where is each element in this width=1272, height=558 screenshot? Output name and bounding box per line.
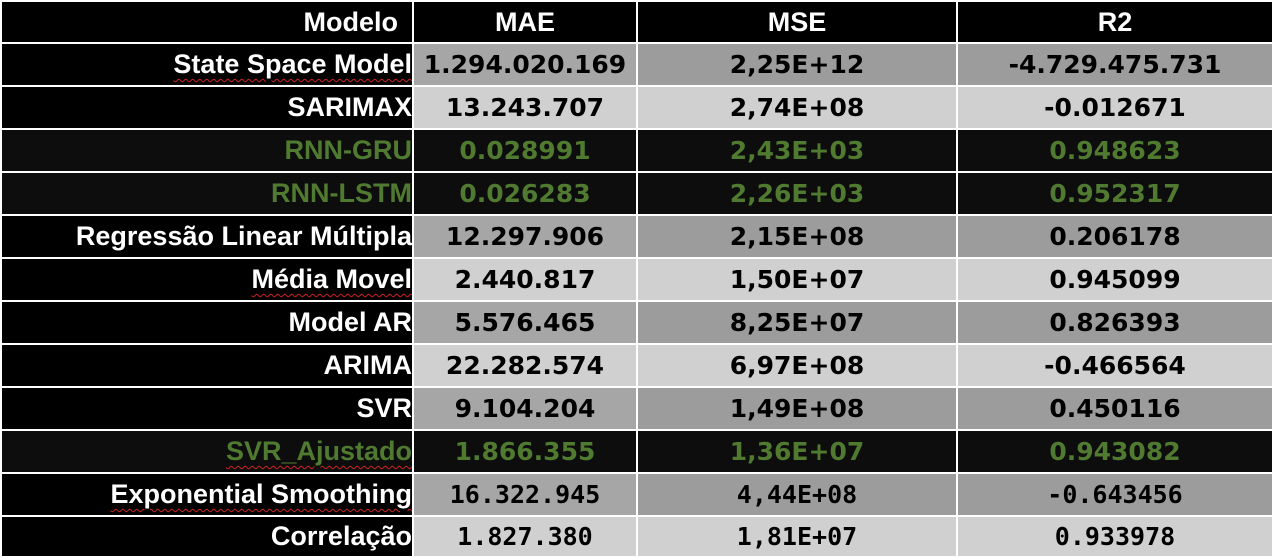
mse-cell: 1,81E+07 — [636, 515, 958, 558]
model-name-text: Média Movel — [251, 264, 412, 294]
header-row: Modelo MAE MSE R2 — [0, 0, 1272, 44]
model-name-text: Exponential Smoothing — [110, 479, 412, 509]
mse-cell: 6,97E+08 — [636, 343, 958, 388]
mse-cell: 1,36E+07 — [636, 429, 958, 474]
model-name: ARIMA — [0, 343, 414, 388]
mse-cell: 8,25E+07 — [636, 300, 958, 345]
r2-cell: 0.826393 — [956, 300, 1272, 345]
model-name: RNN-LSTM — [0, 171, 414, 216]
mae-cell: 1.866.355 — [412, 429, 638, 474]
table-row: Regressão Linear Múltipla 12.297.906 2,1… — [0, 214, 1272, 259]
mae-cell: 0.028991 — [412, 128, 638, 173]
mse-cell: 2,15E+08 — [636, 214, 958, 259]
model-name: SVR — [0, 386, 414, 431]
r2-cell: 0.933978 — [956, 515, 1272, 558]
mse-cell: 1,49E+08 — [636, 386, 958, 431]
mae-cell: 1.294.020.169 — [412, 42, 638, 87]
mae-cell: 1.827.380 — [412, 515, 638, 558]
r2-cell: -0.643456 — [956, 472, 1272, 517]
header-mae: MAE — [412, 0, 638, 44]
r2-cell: 0.945099 — [956, 257, 1272, 302]
r2-cell: 0.943082 — [956, 429, 1272, 474]
model-name: SARIMAX — [0, 85, 414, 130]
table-row-highlight: RNN-GRU 0.028991 2,43E+03 0.948623 — [0, 128, 1272, 173]
mae-cell: 0.026283 — [412, 171, 638, 216]
model-name-text: SVR_Ajustado — [225, 436, 412, 466]
model-name: Model AR — [0, 300, 414, 345]
model-name: State Space Model — [0, 42, 414, 87]
mae-cell: 9.104.204 — [412, 386, 638, 431]
table-row: SVR 9.104.204 1,49E+08 0.450116 — [0, 386, 1272, 431]
model-name-text: State Space Model — [173, 49, 412, 79]
r2-cell: 0.206178 — [956, 214, 1272, 259]
r2-cell: -0.012671 — [956, 85, 1272, 130]
table-row: Exponential Smoothing 16.322.945 4,44E+0… — [0, 472, 1272, 517]
table-row: ARIMA 22.282.574 6,97E+08 -0.466564 — [0, 343, 1272, 388]
table-row: Correlação 1.827.380 1,81E+07 0.933978 — [0, 515, 1272, 558]
table-row: Média Movel 2.440.817 1,50E+07 0.945099 — [0, 257, 1272, 302]
header-r2: R2 — [956, 0, 1272, 44]
r2-cell: -0.466564 — [956, 343, 1272, 388]
r2-cell: 0.948623 — [956, 128, 1272, 173]
model-name: RNN-GRU — [0, 128, 414, 173]
model-name: SVR_Ajustado — [0, 429, 414, 474]
table-row: SARIMAX 13.243.707 2,74E+08 -0.012671 — [0, 85, 1272, 130]
mae-cell: 16.322.945 — [412, 472, 638, 517]
mse-cell: 2,26E+03 — [636, 171, 958, 216]
r2-cell: 0.952317 — [956, 171, 1272, 216]
r2-cell: -4.729.475.731 — [956, 42, 1272, 87]
table-row: State Space Model 1.294.020.169 2,25E+12… — [0, 42, 1272, 87]
mse-cell: 2,25E+12 — [636, 42, 958, 87]
header-model: Modelo — [0, 0, 414, 44]
r2-cell: 0.450116 — [956, 386, 1272, 431]
table-row: Model AR 5.576.465 8,25E+07 0.826393 — [0, 300, 1272, 345]
mae-cell: 2.440.817 — [412, 257, 638, 302]
model-name: Média Movel — [0, 257, 414, 302]
table-row-highlight: SVR_Ajustado 1.866.355 1,36E+07 0.943082 — [0, 429, 1272, 474]
model-name-text: RNN-GRU — [284, 135, 412, 165]
mae-cell: 22.282.574 — [412, 343, 638, 388]
mae-cell: 13.243.707 — [412, 85, 638, 130]
mse-cell: 1,50E+07 — [636, 257, 958, 302]
mse-cell: 2,43E+03 — [636, 128, 958, 173]
model-name: Correlação — [0, 515, 414, 558]
mse-cell: 2,74E+08 — [636, 85, 958, 130]
table-row-highlight: RNN-LSTM 0.026283 2,26E+03 0.952317 — [0, 171, 1272, 216]
header-mse: MSE — [636, 0, 958, 44]
mae-cell: 12.297.906 — [412, 214, 638, 259]
mae-cell: 5.576.465 — [412, 300, 638, 345]
mse-cell: 4,44E+08 — [636, 472, 958, 517]
model-name: Regressão Linear Múltipla — [0, 214, 414, 259]
model-name-text: RNN-LSTM — [271, 178, 412, 208]
model-name: Exponential Smoothing — [0, 472, 414, 517]
